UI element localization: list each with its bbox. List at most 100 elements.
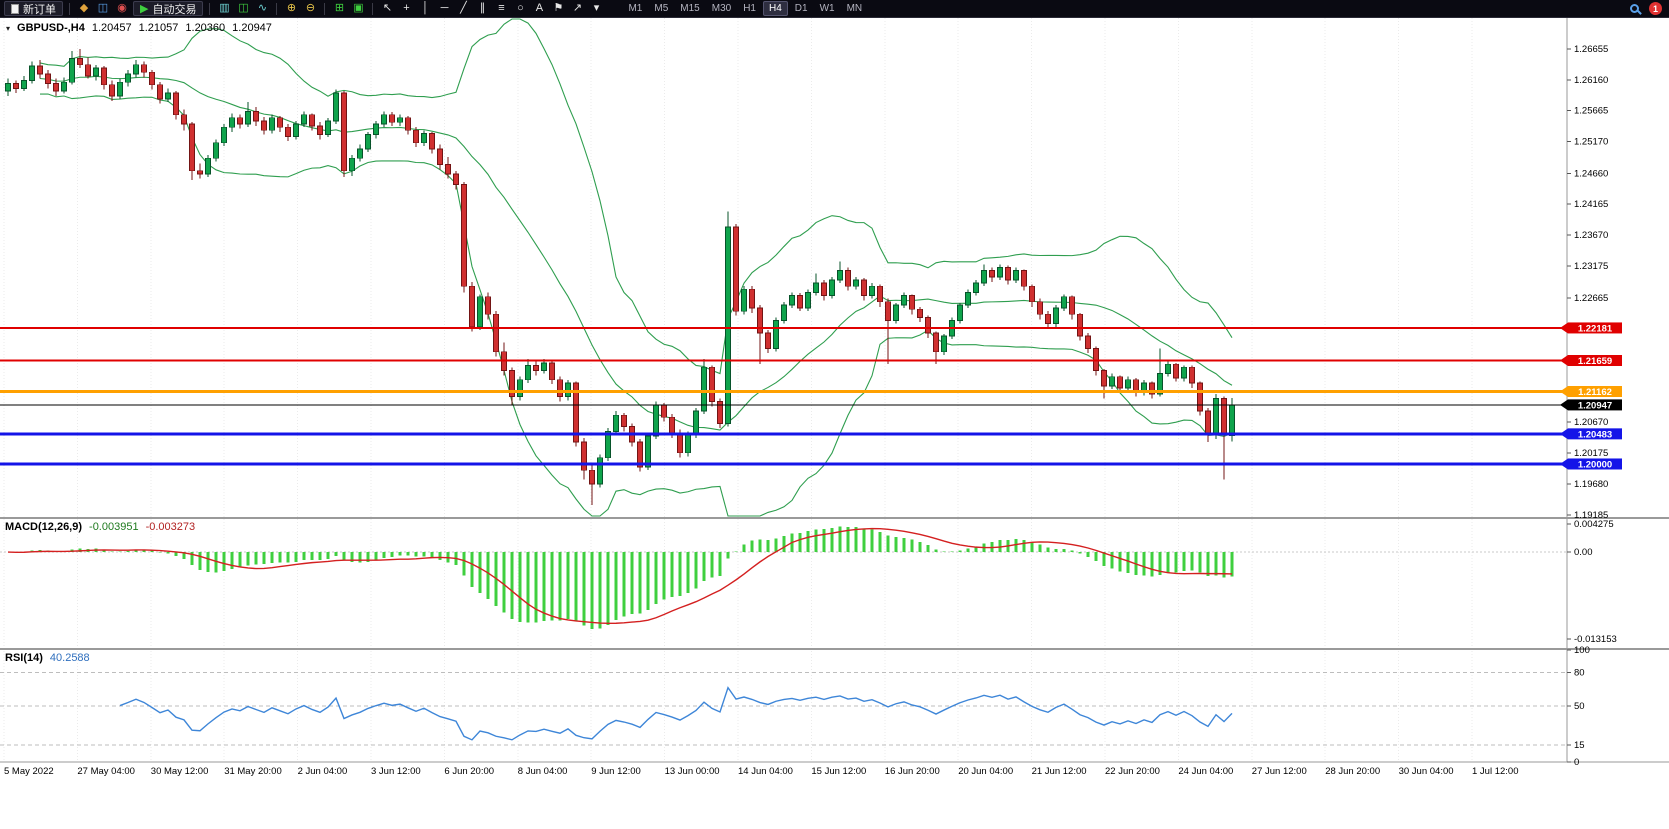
candle-body [661, 404, 667, 418]
line-chart-icon[interactable]: ∿ [257, 2, 268, 14]
price-badge [1568, 322, 1622, 334]
candle-body [1053, 307, 1059, 325]
price-axis-label: 1.25665 [1574, 106, 1608, 117]
time-axis-label: 27 Jun 12:00 [1252, 766, 1307, 777]
candle-body [973, 282, 979, 293]
crosshair-icon[interactable]: + [403, 2, 410, 14]
candle-body [277, 117, 283, 128]
label-tool-icon[interactable]: ⚑ [553, 2, 564, 14]
candle-body [293, 123, 299, 137]
market-watch-icon[interactable]: ◫ [97, 2, 109, 14]
timeframe-m1-button[interactable]: M1 [628, 3, 643, 14]
open-value: 1.20457 [91, 22, 132, 34]
cursor-icon[interactable]: ↖ [382, 2, 393, 14]
timeframe-m30-button[interactable]: M30 [711, 3, 732, 14]
candle-body [77, 58, 83, 66]
notification-badge[interactable]: 1 [1649, 2, 1662, 15]
price-axis-label: 1.24660 [1574, 168, 1608, 179]
candle-body [653, 404, 659, 437]
price-badge-label: 1.21162 [1578, 387, 1612, 398]
candlestick-chart-icon[interactable]: ◫ [238, 2, 249, 14]
timeframe-d1-button[interactable]: D1 [794, 3, 808, 14]
rsi-line [119, 686, 1233, 741]
candle-body [421, 132, 427, 144]
candle-body [1061, 296, 1067, 309]
candle-body [309, 114, 315, 127]
macd-signal-value: -0.003273 [145, 521, 196, 533]
time-axis-area[interactable] [0, 762, 1669, 782]
timeframe-mn-button[interactable]: MN [846, 3, 863, 14]
search-icon[interactable] [1630, 4, 1639, 13]
new-order-label: 新订单 [23, 3, 56, 16]
channel-icon[interactable]: ∥ [479, 2, 486, 14]
candle-body [461, 184, 467, 287]
text-tool-icon[interactable]: A [535, 2, 544, 14]
macd-signal-line [7, 527, 1233, 625]
price-chart-panel[interactable] [0, 18, 1567, 517]
arrow-tool-icon[interactable]: ↗ [572, 2, 583, 14]
price-badge-label: 1.20947 [1578, 400, 1612, 411]
horizontal-line-icon[interactable]: ─ [440, 2, 449, 14]
chevron-down-icon[interactable]: ▾ [593, 2, 600, 14]
symbol-dropdown-icon[interactable]: ▾ [6, 24, 11, 33]
candle-body [741, 288, 747, 312]
trendline-icon[interactable]: ╱ [460, 2, 467, 14]
candle-body [325, 120, 331, 136]
candle-body [389, 114, 395, 123]
autotrade-button[interactable]: ▶ 自动交易 [133, 1, 204, 16]
timeframe-w1-button[interactable]: W1 [819, 3, 835, 14]
vertical-line-icon[interactable]: │ [422, 2, 429, 14]
time-axis-label: 3 Jun 12:00 [371, 766, 421, 777]
candle-body [997, 267, 1003, 278]
rsi-axis-label: 0 [1574, 757, 1579, 768]
candle-body [1021, 270, 1027, 287]
candle-body [1069, 296, 1075, 315]
price-axis-label: 1.22665 [1574, 293, 1608, 304]
candle-body [125, 73, 131, 83]
shapes-icon[interactable]: ○ [517, 2, 524, 14]
zoom-out-icon[interactable]: ⊖ [305, 2, 316, 14]
timeframe-h1-button[interactable]: H1 [743, 3, 756, 14]
price-badge [1568, 458, 1622, 470]
cascade-windows-icon[interactable]: ▣ [353, 2, 364, 14]
candle-body [765, 332, 771, 349]
candle-body [621, 414, 627, 427]
zoom-in-icon[interactable]: ⊕ [286, 2, 297, 14]
bollinger-upper-band [39, 18, 1233, 375]
candle-body [613, 414, 619, 432]
candle-body [485, 296, 491, 315]
timeframe-m5-button[interactable]: M5 [654, 3, 669, 14]
candle-body [773, 320, 779, 349]
fibonacci-icon[interactable]: ≡ [498, 2, 505, 14]
new-order-button[interactable]: 新订单 [4, 1, 63, 16]
candle-body [189, 123, 195, 172]
candle-body [37, 65, 43, 75]
price-badge [1568, 399, 1622, 411]
candle-body [693, 410, 699, 435]
candle-body [101, 67, 107, 86]
candle-body [1173, 363, 1179, 379]
timeframe-m15-button[interactable]: M15 [680, 3, 700, 14]
candle-body [581, 441, 587, 471]
candle-body [893, 304, 899, 321]
timeframe-toolbar: M1 M5 M15 M30 H1 H4 D1 W1 MN [623, 1, 867, 16]
time-axis-label: 20 Jun 04:00 [958, 766, 1013, 777]
charts-icon[interactable]: ◆ [79, 2, 89, 14]
candle-body [701, 366, 707, 412]
candle-body [509, 370, 515, 398]
candle-body [885, 301, 891, 321]
price-badge-arrow [1560, 428, 1568, 440]
bar-chart-icon[interactable]: ▥ [219, 2, 230, 14]
rsi-axis-label: 80 [1574, 667, 1585, 678]
time-axis-label: 15 Jun 12:00 [811, 766, 866, 777]
tile-windows-icon[interactable]: ⊞ [334, 2, 345, 14]
data-window-icon[interactable]: ◉ [117, 2, 127, 14]
close-value: 1.20947 [232, 22, 272, 34]
timeframe-h4-button[interactable]: H4 [762, 1, 788, 16]
candle-body [45, 73, 51, 84]
candle-body [149, 71, 155, 86]
candle-body [477, 296, 483, 328]
autotrade-icon: ▶ [140, 3, 149, 15]
